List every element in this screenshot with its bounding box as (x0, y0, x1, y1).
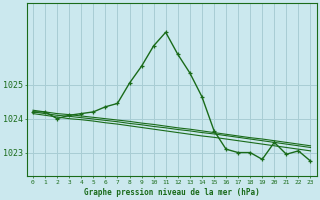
X-axis label: Graphe pression niveau de la mer (hPa): Graphe pression niveau de la mer (hPa) (84, 188, 260, 197)
